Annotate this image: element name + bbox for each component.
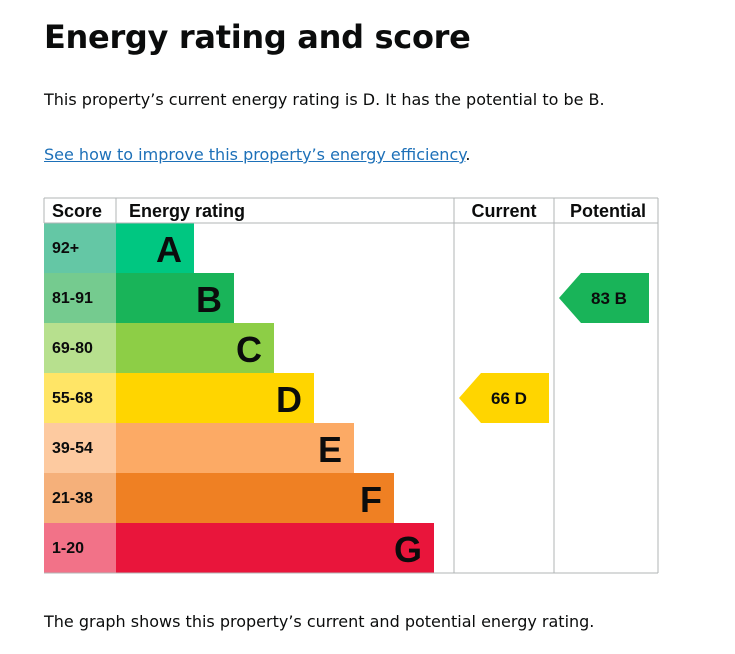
rating-bar-f xyxy=(116,473,394,523)
rating-bar-d xyxy=(116,373,314,423)
band-letter-f: F xyxy=(360,479,382,520)
band-letter-d: D xyxy=(276,379,302,420)
header-potential: Potential xyxy=(570,201,646,221)
score-range-c: 69-80 xyxy=(52,340,93,357)
score-cell-d xyxy=(44,373,116,423)
score-cell-c xyxy=(44,323,116,373)
score-cell-b xyxy=(44,273,116,323)
score-cell-a xyxy=(44,223,116,273)
rating-bar-a xyxy=(116,223,194,273)
band-letter-a: A xyxy=(156,229,182,270)
header-score: Score xyxy=(52,201,102,221)
page-title: Energy rating and score xyxy=(44,18,471,56)
band-letter-g: G xyxy=(394,529,422,570)
score-cell-e xyxy=(44,423,116,473)
rating-bar-b xyxy=(116,273,234,323)
score-cell-f xyxy=(44,473,116,523)
header-energy-rating: Energy rating xyxy=(129,201,245,221)
header-current: Current xyxy=(471,201,536,221)
band-letter-e: E xyxy=(318,429,342,470)
potential-rating-arrow xyxy=(559,273,649,323)
rating-summary: This property’s current energy rating is… xyxy=(44,90,605,109)
score-range-a: 92+ xyxy=(52,240,79,257)
link-suffix: . xyxy=(465,145,471,164)
improve-link-line: See how to improve this property’s energ… xyxy=(44,145,471,164)
score-range-e: 39-54 xyxy=(52,440,93,457)
improve-efficiency-link[interactable]: See how to improve this property’s energ… xyxy=(44,145,466,164)
score-range-d: 55-68 xyxy=(52,390,93,407)
potential-rating-label: 83 B xyxy=(591,289,627,308)
chart-caption: The graph shows this property’s current … xyxy=(44,612,595,631)
score-range-f: 21-38 xyxy=(52,490,93,507)
score-cell-g xyxy=(44,523,116,573)
rating-bar-g xyxy=(116,523,434,573)
rating-bar-e xyxy=(116,423,354,473)
rating-bar-c xyxy=(116,323,274,373)
current-rating-arrow xyxy=(459,373,549,423)
band-letter-b: B xyxy=(196,279,222,320)
score-range-b: 81-91 xyxy=(52,290,93,307)
current-rating-label: 66 D xyxy=(491,389,527,408)
score-range-g: 1-20 xyxy=(52,540,84,557)
band-letter-c: C xyxy=(236,329,262,370)
